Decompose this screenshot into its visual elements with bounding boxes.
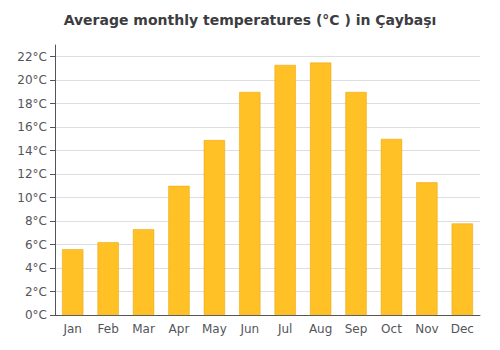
svg-text:Aug: Aug — [309, 322, 332, 336]
svg-text:Mar: Mar — [132, 322, 155, 336]
svg-text:Dec: Dec — [451, 322, 474, 336]
svg-text:Sep: Sep — [345, 322, 368, 336]
svg-text:22°C: 22°C — [17, 50, 47, 64]
svg-text:8°C: 8°C — [25, 214, 47, 228]
svg-text:4°C: 4°C — [25, 261, 47, 275]
svg-text:6°C: 6°C — [25, 238, 47, 252]
svg-text:Oct: Oct — [381, 322, 402, 336]
svg-text:2°C: 2°C — [25, 285, 47, 299]
svg-text:Apr: Apr — [169, 322, 190, 336]
svg-text:20°C: 20°C — [17, 73, 47, 87]
svg-text:Feb: Feb — [98, 322, 119, 336]
svg-text:Jan: Jan — [62, 322, 82, 336]
svg-text:May: May — [202, 322, 227, 336]
svg-text:16°C: 16°C — [17, 120, 47, 134]
svg-text:Nov: Nov — [415, 322, 438, 336]
svg-text:18°C: 18°C — [17, 97, 47, 111]
svg-text:12°C: 12°C — [17, 167, 47, 181]
svg-text:Average monthly temperatures (: Average monthly temperatures (°C ) in Ça… — [64, 12, 437, 28]
svg-text:0°C: 0°C — [25, 308, 47, 322]
svg-text:Jun: Jun — [239, 322, 259, 336]
svg-text:14°C: 14°C — [17, 144, 47, 158]
svg-text:Jul: Jul — [277, 322, 292, 336]
svg-text:10°C: 10°C — [17, 191, 47, 205]
